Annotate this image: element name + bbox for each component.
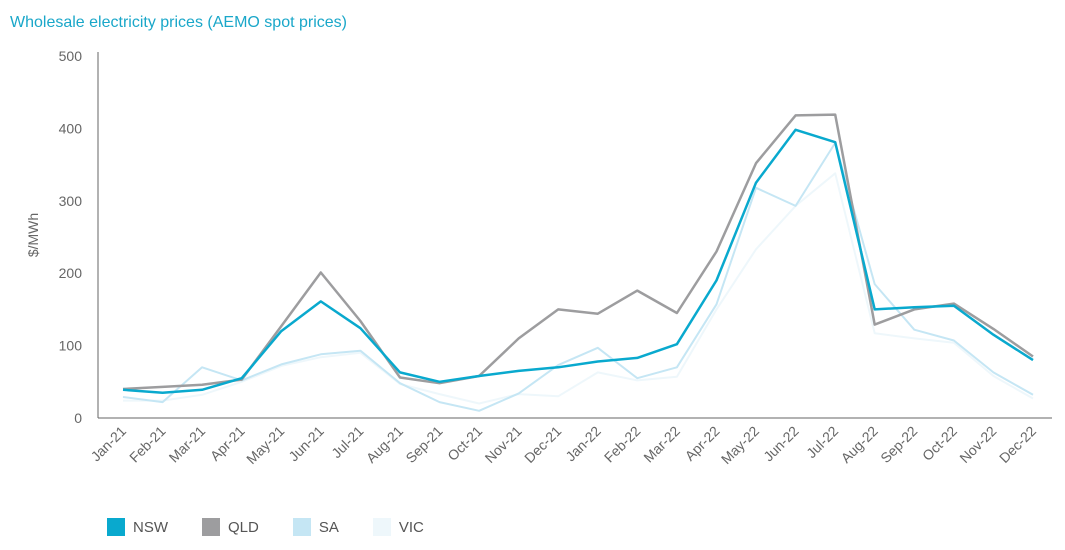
x-tick-label: Jul-22 xyxy=(803,423,841,461)
x-tick-label: Sep-21 xyxy=(402,423,445,466)
series-line-nsw xyxy=(122,128,1034,394)
x-tick-label: Jan-21 xyxy=(88,423,130,465)
x-tick-label: Oct-22 xyxy=(919,423,960,464)
y-axis-label: $/MWh xyxy=(25,213,41,257)
x-tick-label: Dec-22 xyxy=(996,423,1039,466)
x-tick-label: Apr-21 xyxy=(207,423,248,464)
legend-item-vic: VIC xyxy=(372,518,424,536)
chart-title: Wholesale electricity prices (AEMO spot … xyxy=(10,14,347,31)
y-tick-label: 100 xyxy=(59,338,83,354)
series-lines xyxy=(122,113,1034,412)
x-tick-label: Feb-21 xyxy=(126,423,169,466)
legend-swatch-vic xyxy=(372,518,391,536)
x-tick-label: Jul-21 xyxy=(328,423,366,461)
x-tick-label: Sep-22 xyxy=(877,423,920,466)
legend-item-nsw: NSW xyxy=(107,518,168,536)
y-tick-label: 400 xyxy=(59,120,83,136)
x-tick-label: Oct-21 xyxy=(444,423,485,464)
series-line-sa xyxy=(122,141,1034,412)
x-tick-label: Jun-21 xyxy=(285,423,327,465)
legend-item-sa: SA xyxy=(292,518,339,536)
x-tick-label: Nov-22 xyxy=(956,423,999,466)
y-tick-label: 0 xyxy=(74,410,82,426)
x-tick-label: Apr-22 xyxy=(682,423,723,464)
x-tick-label: May-22 xyxy=(718,423,762,467)
legend-swatch-nsw xyxy=(107,518,125,536)
legend-label-vic: VIC xyxy=(398,518,424,536)
x-tick-label: May-21 xyxy=(243,423,287,467)
series-line-qld xyxy=(122,113,1034,391)
legend-swatch-qld xyxy=(202,518,220,536)
legend-label-nsw: NSW xyxy=(133,518,168,536)
legend: NSW QLD SA VIC xyxy=(107,518,424,536)
x-tick-label: Aug-22 xyxy=(838,423,881,466)
x-tick-label: Nov-21 xyxy=(482,423,525,466)
legend-label-sa: SA xyxy=(318,518,339,536)
legend-item-qld: QLD xyxy=(202,518,259,536)
series-line-vic xyxy=(123,172,1034,405)
y-tick-label: 500 xyxy=(59,48,83,64)
y-tick-label: 300 xyxy=(59,193,83,209)
y-tick-label: 200 xyxy=(59,265,83,281)
x-tick-label: Mar-21 xyxy=(166,423,209,466)
legend-label-qld: QLD xyxy=(228,518,259,536)
x-tick-label: Jun-22 xyxy=(760,423,802,465)
x-tick-label: Dec-21 xyxy=(521,423,564,466)
y-ticks: 0 100 200 300 400 500 xyxy=(59,48,83,426)
legend-swatch-sa xyxy=(292,518,311,536)
x-tick-label: Feb-22 xyxy=(601,423,644,466)
x-tick-label: Jan-22 xyxy=(562,423,604,465)
x-tick-label: Mar-22 xyxy=(640,423,683,466)
x-tick-label: Aug-21 xyxy=(363,423,406,466)
